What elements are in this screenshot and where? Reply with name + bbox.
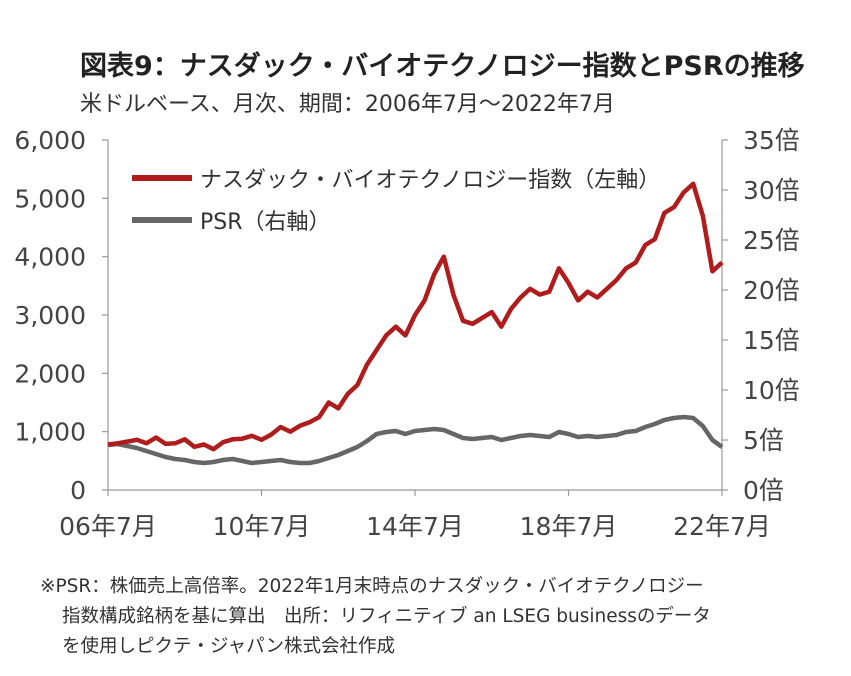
left-tick-label: 5,000 [14,184,86,213]
right-tick-label: 35倍 [743,126,800,155]
left-tick-label: 4,000 [14,243,86,272]
right-tick-label: 5倍 [743,426,784,455]
left-tick-label: 6,000 [14,126,86,155]
left-tick-label: 0 [70,476,86,505]
right-tick-label: 30倍 [743,176,800,205]
chart-subtitle: 米ドルベース、月次、期間：2006年7月～2022年7月 [80,92,615,117]
legend: ナスダック・バイオテクノロジー指数（左軸） PSR（右軸） [132,168,660,235]
x-tick-label: 18年7月 [520,512,618,541]
series-line-nasdaq-biotech [107,181,724,452]
left-tick-label: 1,000 [14,418,86,447]
chart-title: 図表9：ナスダック・バイオテクノロジー指数とPSRの推移 [80,51,805,82]
right-tick-label: 0倍 [743,476,784,505]
legend-label-psr: PSR（右軸） [200,210,331,235]
right-tick-label: 20倍 [743,276,800,305]
right-tick-label: 25倍 [743,226,800,255]
right-tick-label: 10倍 [743,376,800,405]
footnote-line-3: を使用しピクテ・ジャパン株式会社作成 [62,636,396,657]
x-tick-label: 14年7月 [366,512,464,541]
x-tick-label: 10年7月 [213,512,311,541]
x-tick-label: 22年7月 [673,512,771,541]
footnote: ※PSR：株価売上高倍率。2022年1月末時点のナスダック・バイオテクノロジー … [40,572,840,662]
right-tick-label: 15倍 [743,326,800,355]
chart-plot: 0 1,000 2,000 3,000 4,000 5,000 6,000 0倍 5倍 10倍 1… [14,126,800,541]
legend-label-nasdaq-biotech: ナスダック・バイオテクノロジー指数（左軸） [200,168,660,193]
left-tick-label: 2,000 [14,359,86,388]
footnote-line-2: 指数構成銘柄を基に算出 出所：リフィニティブ an LSEG businessの… [62,606,711,627]
x-tick-label: 06年7月 [59,512,157,541]
left-tick-label: 3,000 [14,301,86,330]
series-line-psr [107,414,724,466]
footnote-line-1: ※PSR：株価売上高倍率。2022年1月末時点のナスダック・バイオテクノロジー [40,576,704,597]
